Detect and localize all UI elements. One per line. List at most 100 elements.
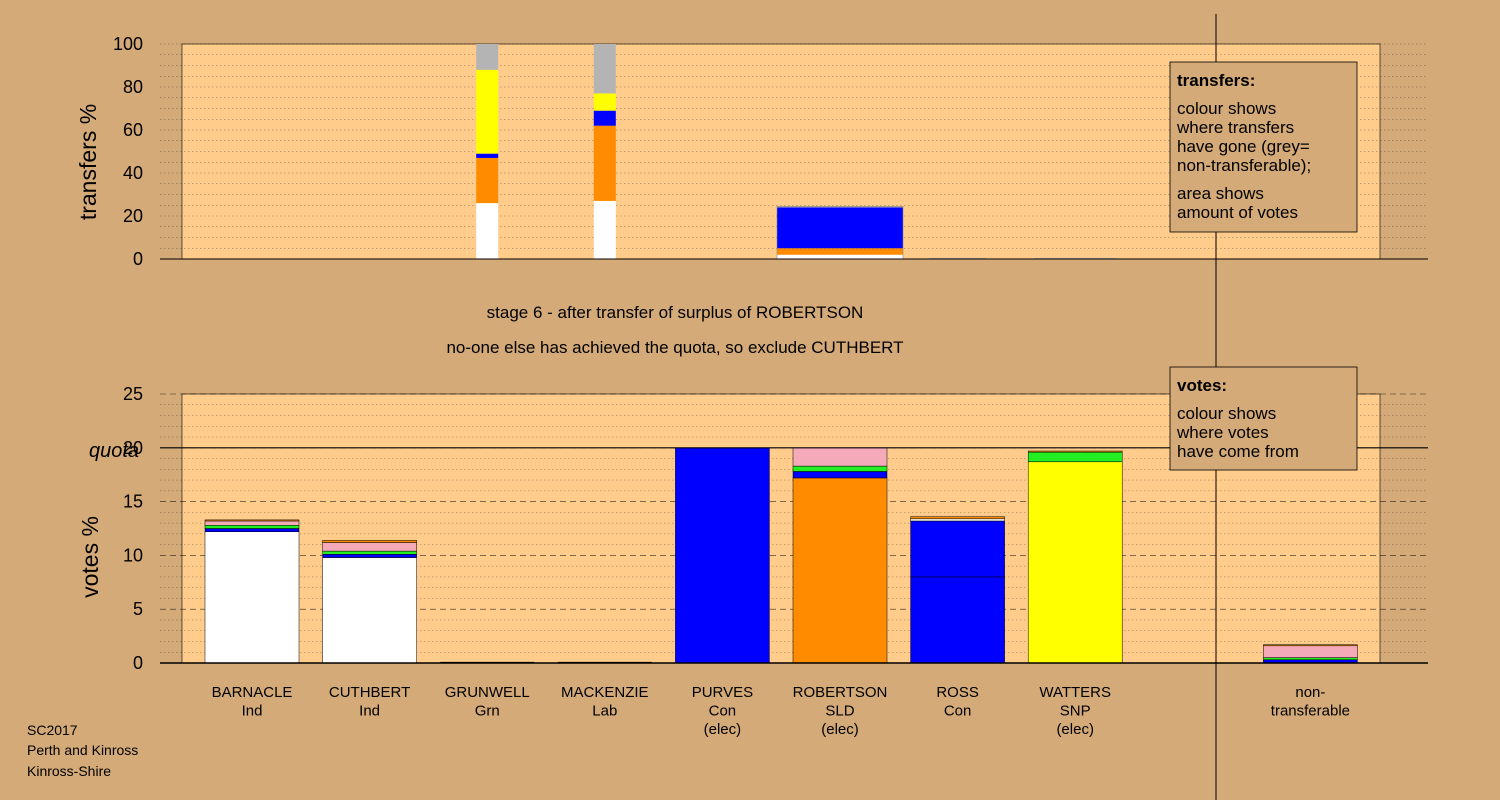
candidate-sub-label: Lab [592, 703, 617, 720]
candidate-sub-label: (elec) [821, 721, 859, 738]
votes-legend-line: have come from [1177, 442, 1299, 461]
candidate-sub-label: Con [709, 703, 737, 720]
transfers-legend-box [1169, 61, 1358, 233]
candidate-name-label: CUTHBERT [329, 684, 410, 701]
vote-segment-ind [322, 557, 417, 664]
votes-y-ticks: 0 5 10 15 20 25 [123, 384, 143, 673]
transfers-legend-line: amount of votes [1177, 203, 1298, 222]
transfers-y-tick-label: 100 [113, 34, 143, 54]
transfers-y-tick-label: 80 [123, 77, 143, 97]
transfer-segment-nontransferable [593, 44, 616, 94]
vote-segment-con [322, 554, 417, 558]
transfers-bars [476, 44, 1117, 260]
transfers-legend-line: area shows [1177, 184, 1264, 203]
votes-y-tick-label: 25 [123, 384, 143, 404]
votes-y-tick-label: 0 [133, 653, 143, 673]
votes-legend-line: colour shows [1177, 404, 1276, 423]
transfers-legend-line: have gone (grey= [1177, 137, 1310, 156]
transfer-segment-sld [593, 125, 616, 201]
candidate-sub-label: SLD [825, 703, 854, 720]
candidate-sub-label: Grn [475, 703, 500, 720]
candidate-sub-label: Ind [242, 703, 263, 720]
candidate-name-label: non- [1295, 684, 1325, 701]
votes-bars [204, 447, 1358, 664]
candidate-name-label: ROBERTSON [793, 684, 888, 701]
candidate-sub-label: SNP [1060, 703, 1091, 720]
votes-y-tick-label: 5 [133, 599, 143, 619]
decision-caption: no-one else has achieved the quota, so e… [446, 338, 903, 357]
transfer-bar-ross [929, 257, 987, 259]
vote-bar-watters-snp [1027, 450, 1123, 664]
votes-legend: votes: colour shows where votes have com… [1169, 366, 1358, 471]
vote-segment-lab [322, 542, 417, 552]
vote-segment-ind [910, 518, 1005, 522]
footer-ward: Kinross-Shire [27, 763, 111, 779]
vote-segment-snp [1027, 461, 1123, 664]
transfer-segment-con [593, 110, 616, 126]
vote-segment-sld [322, 540, 417, 543]
vote-segment-sld [1263, 644, 1358, 647]
quota-label: quota [89, 440, 139, 462]
candidate-name-label: ROSS [936, 684, 979, 701]
transfers-legend-line: where transfers [1176, 118, 1294, 137]
vote-segment-grn [1027, 451, 1123, 463]
vote-segment-grn [1263, 657, 1358, 661]
vote-segment-con [910, 576, 1005, 664]
vote-segment-lab [1263, 645, 1358, 658]
candidate-sub-label: Con [944, 703, 972, 720]
footer-council: Perth and Kinross [27, 742, 138, 758]
vote-bar-non-transferable [1263, 644, 1358, 664]
transfers-y-tick-label: 20 [123, 206, 143, 226]
vote-segment-con [675, 447, 770, 664]
vote-bar-ross-con [910, 516, 1005, 664]
candidate-sub-label: Ind [359, 703, 380, 720]
vote-segment-sld [1027, 450, 1123, 453]
transfer-segment-snp [476, 69, 499, 154]
vote-segment-ind [204, 531, 300, 664]
transfer-segment-sld [476, 157, 499, 204]
vote-segment-con [910, 520, 1005, 578]
vote-bar-cuthbert-ind [322, 540, 417, 664]
votes-legend-line: where votes [1176, 423, 1269, 442]
transfer-segment-snp [593, 93, 616, 111]
candidate-sub-label: (elec) [704, 721, 742, 738]
vote-segment-sld [792, 477, 888, 664]
vote-segment-lab [204, 520, 300, 526]
candidate-name-label: BARNACLE [212, 684, 293, 701]
transfers-legend: transfers: colour shows where transfers … [1169, 61, 1358, 233]
transfer-segment-sld [777, 248, 903, 255]
transfers-legend-line: non-transferable); [1177, 156, 1311, 175]
transfers-y-tick-label: 60 [123, 120, 143, 140]
vote-bar-robertson-sld [792, 447, 888, 664]
candidate-labels: BARNACLE Ind CUTHBERT Ind GRUNWELL Grn MACKENZ… [212, 684, 1350, 738]
transfer-bar-mackenzie [593, 44, 616, 259]
votes-y-tick-label: 10 [123, 545, 143, 565]
transfers-y-ticks: 0 20 40 60 80 100 [113, 34, 143, 269]
candidate-name-label: WATTERS [1039, 684, 1111, 701]
votes-y-tick-label: 20 [123, 438, 143, 458]
transfer-bar-grunwell [476, 44, 499, 259]
transfer-segment-nontransferable [476, 44, 499, 70]
vote-segment-con [204, 528, 300, 532]
vote-bar-barnacle-ind [204, 519, 300, 664]
transfer-segment-ind [476, 203, 499, 259]
vote-segment-grn [204, 525, 300, 529]
vote-segment-sld [204, 519, 300, 522]
transfer-bar-robertson [776, 206, 904, 260]
votes-y-axis-title: votes % [77, 516, 103, 598]
vote-segment-con [792, 471, 888, 479]
vote-bar-purves-con [675, 447, 770, 664]
transfers-legend-title: transfers: [1177, 71, 1255, 90]
votes-y-tick-label: 15 [123, 492, 143, 512]
transfers-legend-line: colour shows [1177, 99, 1276, 118]
transfers-y-tick-label: 0 [133, 249, 143, 269]
transfer-segment-ind [593, 200, 616, 259]
transfer-segment-nontransferable [1033, 257, 1117, 259]
footer-election: SC2017 [27, 722, 78, 738]
vote-segment-grn [322, 550, 417, 555]
transfer-segment-nontransferable [929, 257, 987, 259]
transfer-segment-ind [777, 254, 903, 259]
transfer-segment-con [777, 207, 903, 249]
vote-segment-sld [910, 516, 1005, 520]
